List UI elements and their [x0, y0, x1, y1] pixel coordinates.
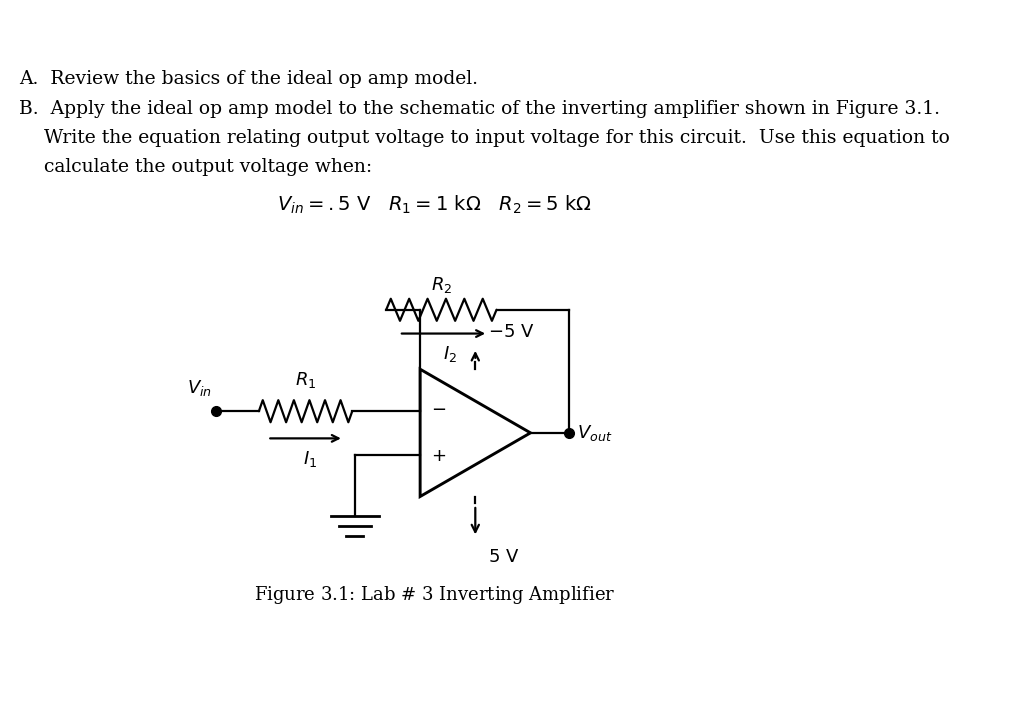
Text: B.  Apply the ideal op amp model to the schematic of the inverting amplifier sho: B. Apply the ideal op amp model to the s…: [18, 100, 940, 118]
Text: calculate the output voltage when:: calculate the output voltage when:: [44, 158, 373, 176]
Text: A.  Review the basics of the ideal op amp model.: A. Review the basics of the ideal op amp…: [18, 69, 477, 88]
Text: $I_2$: $I_2$: [442, 344, 457, 363]
Text: $V_{out}$: $V_{out}$: [578, 423, 612, 443]
Text: $I_1$: $I_1$: [303, 448, 316, 469]
Text: Write the equation relating output voltage to input voltage for this circuit.  U: Write the equation relating output volta…: [44, 129, 950, 147]
Text: $V_{in}$: $V_{in}$: [187, 378, 212, 397]
Text: $-$: $-$: [431, 399, 446, 417]
Text: $+$: $+$: [431, 448, 446, 465]
Text: Figure 3.1: Lab $\#$ 3 Inverting Amplifier: Figure 3.1: Lab $\#$ 3 Inverting Amplifi…: [254, 584, 615, 606]
Text: $V_{in} = .5\ \mathrm{V}\ \ \ R_1 = 1\ \mathrm{k}\Omega\ \ \ R_2 = 5\ \mathrm{k}: $V_{in} = .5\ \mathrm{V}\ \ \ R_1 = 1\ \…: [278, 194, 592, 216]
Text: $5\ \mathrm{V}$: $5\ \mathrm{V}$: [488, 549, 519, 566]
Text: $R_2$: $R_2$: [431, 274, 452, 295]
Text: $R_1$: $R_1$: [295, 370, 316, 390]
Text: $-5\ \mathrm{V}$: $-5\ \mathrm{V}$: [488, 323, 535, 341]
